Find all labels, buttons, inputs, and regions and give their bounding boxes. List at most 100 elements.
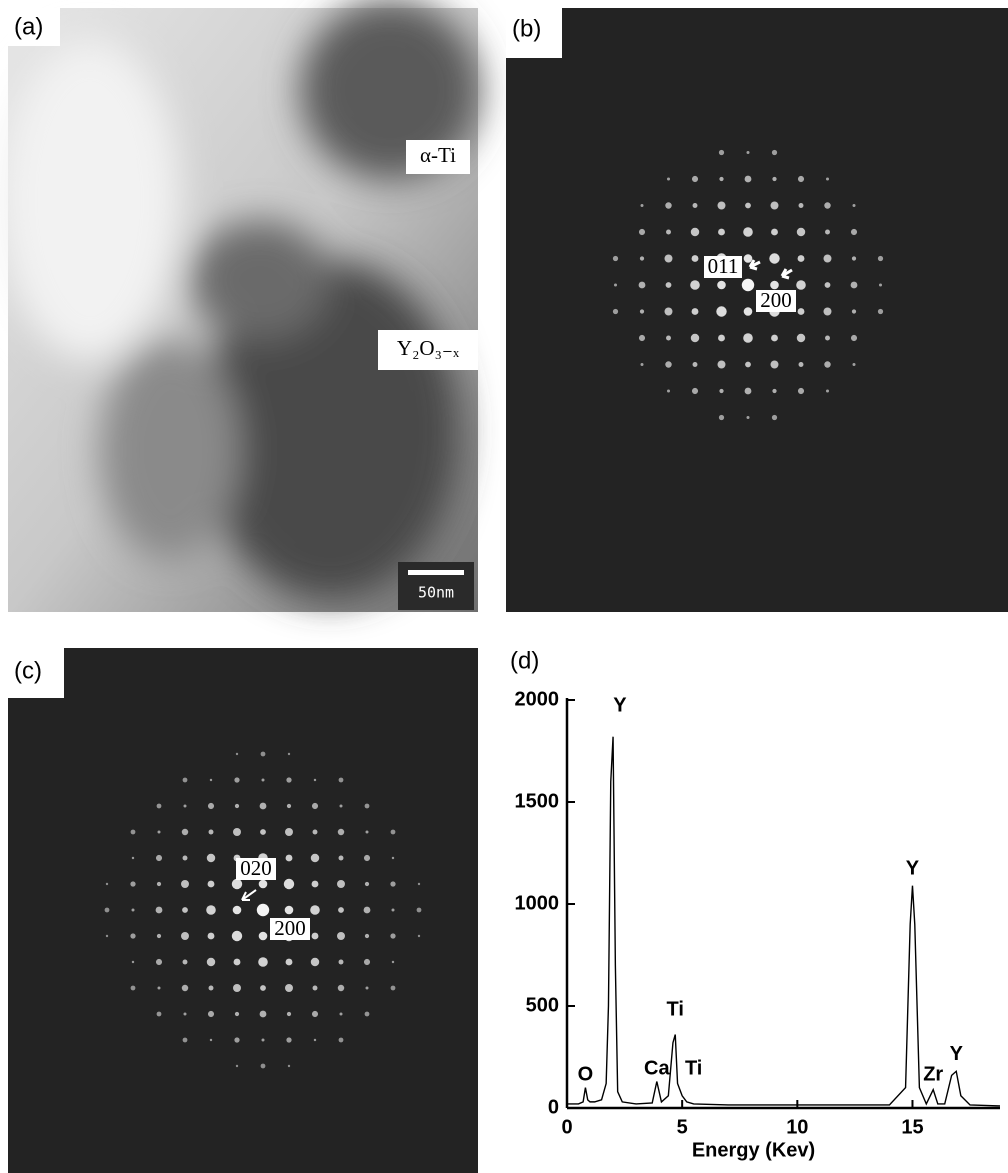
diffraction-spot [692,203,698,208]
diffraction-spot [207,1010,215,1018]
diffraction-spot [666,335,671,341]
diffraction-spot [182,777,188,783]
diffraction-spot [851,256,857,261]
diffraction-spot [391,908,395,912]
diffraction-spot [310,853,320,863]
diffraction-spot [824,361,831,368]
x-tick-label: 15 [901,1116,923,1138]
y-tick-label: 1000 [515,892,560,914]
panel-c [8,648,478,1173]
peak-label: Ca [644,1058,670,1080]
diffraction-spot [365,830,369,834]
annotation-box [378,330,478,370]
diffraction-spot [797,308,805,315]
diffraction-spot [234,1011,240,1017]
diffraction-spot [182,959,188,965]
diffraction-spot [260,1063,266,1069]
diffraction-image [8,648,478,1173]
diffraction-spot [155,854,163,862]
diffraction-spot [796,333,806,343]
diffraction-spot [690,333,700,343]
diffraction-spot [692,362,698,367]
y-tick-label: 500 [526,994,559,1016]
diffraction-spot [363,854,371,862]
arrow [241,889,257,901]
diffraction-spot [638,228,646,236]
diffraction-spot [825,229,830,235]
diffraction-spot [771,228,778,236]
x-tick-label: 5 [677,1116,688,1138]
diffraction-spot [207,932,215,940]
diffraction-spot [667,177,670,181]
diffraction-spot [390,881,396,887]
diffraction-spot [310,957,320,967]
diffraction-spot [311,1010,319,1018]
diffraction-spot [287,1064,291,1068]
diffraction-spot [719,176,724,182]
diffraction-spot [286,777,292,783]
diffraction-spot [612,308,619,315]
diffraction-spot [797,387,805,395]
diffraction-spot [259,802,267,810]
diffraction-spot [157,986,161,990]
diffraction-spot [391,960,395,964]
diffraction-spot [745,361,751,368]
diffraction-spot [259,1010,267,1018]
diffraction-spot [638,281,646,289]
diffraction-spot [690,280,700,290]
diffraction-spot [234,777,240,783]
diffraction-spot [718,414,725,421]
diffraction-spot [639,256,645,261]
y-tick-label: 2000 [515,688,560,710]
diffraction-spot [208,829,214,835]
diffraction-spot [156,1011,162,1017]
diffraction-spot [746,151,750,154]
diffraction-spot [416,907,422,913]
diffraction-spot [206,905,216,915]
diffraction-spot [261,1038,265,1042]
diffraction-spot [207,802,215,810]
panel-c-labels: (c) 020 200 [8,648,310,940]
diffraction-spot [825,335,830,341]
diffraction-spot [258,879,268,889]
diffraction-spot [233,828,241,836]
diffraction-spot [339,1012,343,1016]
diffraction-spot [769,253,780,264]
diffraction-spot [208,985,214,991]
diffraction-spot [311,802,319,810]
diffraction-spot [286,1037,292,1043]
spectrum-line [567,736,1001,1107]
diffraction-spot [105,934,109,938]
scale-bar [408,570,464,575]
diffraction-spot [718,228,725,236]
label-box [8,8,60,46]
diffraction-spot [284,905,294,915]
diffraction-spot [717,360,726,369]
diffraction-spot [798,203,804,208]
diffraction-spot [182,1037,188,1043]
peak-label: Ti [667,998,684,1020]
diffraction-spot [256,903,270,917]
diffraction-spot [640,363,644,366]
diffraction-spot [157,830,161,834]
index-label: 200 [760,288,792,312]
peak-label: Y [950,1043,964,1065]
diffraction-spot [130,881,136,887]
diffraction-spot [338,1037,344,1043]
diffraction-spot [826,177,829,181]
diffraction-spot [285,854,293,862]
diffraction-spot [691,308,699,315]
diffraction-spot [770,201,779,210]
diffraction-spot [181,984,189,992]
diffraction-spot [851,309,857,314]
arrow [780,268,793,280]
index-label: 020 [240,856,272,880]
diffraction-spot [337,828,345,836]
diffraction-spot [131,960,135,964]
diffraction-spot [665,361,672,368]
diffraction-spot [337,880,345,888]
peak-label: Ti [685,1058,702,1080]
diffraction-spot [824,202,831,209]
diffraction-spot [337,932,345,940]
diffraction-spot [209,1038,213,1042]
